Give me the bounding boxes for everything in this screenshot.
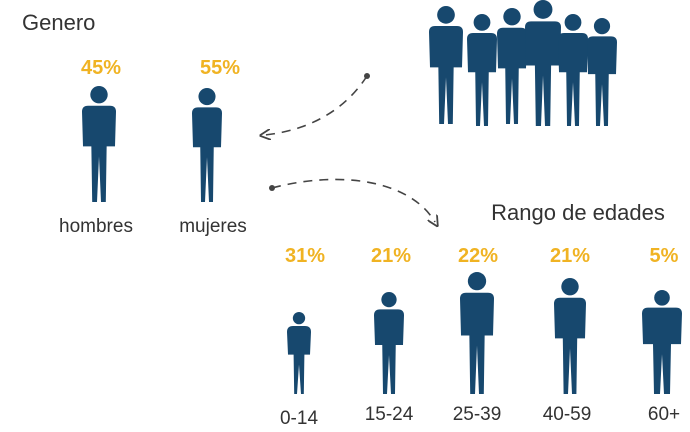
age-label: 15-24 [365, 404, 414, 425]
gender-label: hombres [59, 216, 133, 237]
arrow [272, 179, 435, 222]
age-percent: 21% [550, 245, 590, 267]
person-icon [287, 312, 311, 394]
age-label: 0-14 [280, 408, 318, 429]
age-percent: 22% [458, 245, 498, 267]
person-icon [558, 14, 588, 126]
age-percent: 21% [371, 245, 411, 267]
gender-percent: 55% [200, 57, 240, 79]
person-icon [587, 18, 617, 126]
person-icon [460, 272, 494, 394]
age-percent: 31% [285, 245, 325, 267]
gender-percent: 45% [81, 57, 121, 79]
age-percent: 5% [650, 245, 679, 267]
person-icon [82, 86, 116, 202]
age-label: 60+ [648, 404, 680, 425]
age-title: Rango de edades [491, 200, 665, 225]
person-icon [497, 8, 527, 124]
gender-title: Genero [22, 10, 95, 35]
person-icon [642, 290, 682, 394]
person-icon [374, 292, 404, 394]
gender-label: mujeres [179, 216, 247, 237]
person-icon [192, 88, 222, 202]
person-icon [429, 6, 463, 124]
person-icon [554, 278, 586, 394]
infographic: Genero 45% 55% hombres mujeres Rango de … [0, 0, 690, 432]
age-label: 25-39 [453, 404, 502, 425]
age-label: 40-59 [543, 404, 592, 425]
person-icon [467, 14, 497, 126]
person-icon [525, 0, 561, 126]
arrow [265, 76, 367, 135]
